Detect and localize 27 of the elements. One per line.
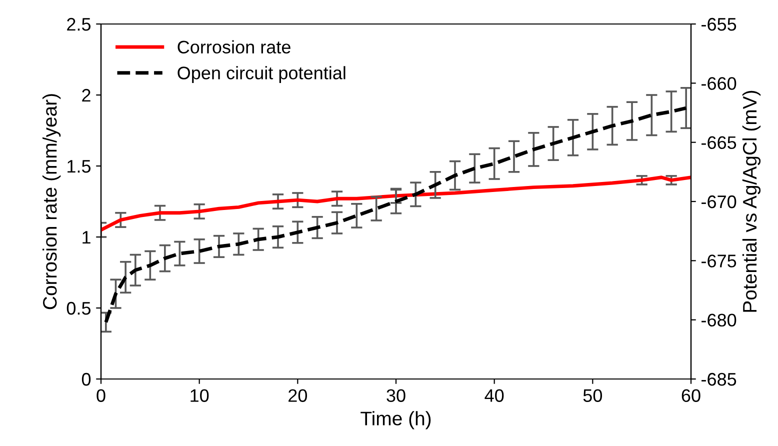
- y2-tick-label: -675: [702, 254, 736, 268]
- x-tick-label: 40: [484, 389, 504, 402]
- x-axis-title: Time (h): [360, 411, 431, 430]
- y2-tick-label: -665: [702, 136, 736, 150]
- y-tick-label: 2.5: [67, 18, 91, 31]
- y2-tick-label: -680: [702, 314, 736, 327]
- y2-axis-title: Potential vs Ag/AgCl (mV): [742, 90, 761, 312]
- x-tick-label: 0: [96, 389, 106, 402]
- y2-tick-label: -660: [702, 77, 736, 90]
- x-tick-label: 10: [190, 389, 209, 402]
- y2-tick-label: -670: [702, 195, 736, 208]
- x-tick-label: 20: [288, 389, 308, 402]
- y-tick-label: 0.5: [66, 302, 91, 315]
- y-axis-title: Corrosion rate (mm/year): [42, 94, 61, 310]
- x-tick-label: 50: [583, 389, 602, 402]
- legend-label: Open circuit potential: [178, 66, 346, 83]
- legend-label: Corrosion rate: [178, 40, 290, 54]
- x-tick-label: 30: [386, 389, 406, 402]
- line-series: [104, 106, 688, 324]
- y-tick-label: 1: [82, 231, 90, 244]
- x-tick-label: 60: [682, 389, 700, 402]
- y2-tick-label: -655: [702, 18, 736, 31]
- y-tick-label: 1.5: [68, 160, 91, 173]
- y2-tick-label: -685: [702, 372, 736, 386]
- line-series: [101, 176, 691, 232]
- y-tick-label: 0: [82, 372, 91, 386]
- y-tick-label: 2: [82, 88, 90, 102]
